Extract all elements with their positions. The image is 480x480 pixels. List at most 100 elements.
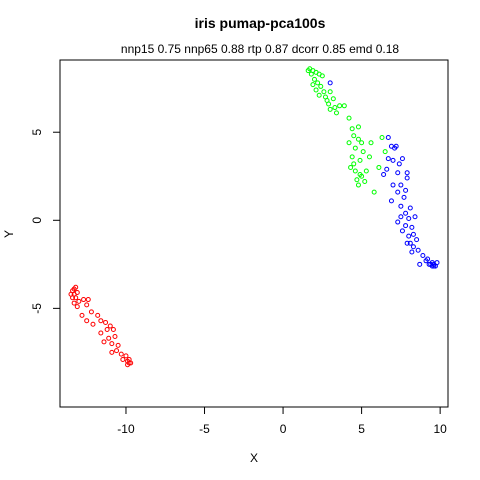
data-point — [114, 348, 120, 354]
data-point — [359, 140, 365, 146]
data-point — [404, 240, 410, 246]
data-point — [406, 233, 412, 239]
data-point — [409, 224, 415, 230]
chart-title: iris pumap-pca100s — [195, 15, 326, 31]
data-point — [425, 256, 431, 262]
data-point — [109, 349, 115, 355]
data-point — [371, 189, 377, 195]
data-point — [384, 166, 390, 172]
data-point — [326, 101, 332, 107]
data-point — [417, 261, 423, 267]
data-point — [337, 103, 343, 109]
x-tick-label: -10 — [117, 422, 135, 436]
data-point — [379, 135, 385, 141]
data-point — [404, 175, 410, 181]
y-tick-label: -5 — [30, 303, 44, 314]
data-point — [101, 339, 107, 345]
data-point — [107, 323, 113, 329]
chart-subtitle: nnp15 0.75 nnp65 0.88 rtp 0.87 dcorr 0.8… — [121, 42, 400, 56]
data-point — [395, 219, 401, 225]
data-point — [123, 353, 129, 359]
data-point — [346, 140, 352, 146]
series-3 — [327, 80, 440, 269]
data-point — [399, 228, 405, 234]
data-point — [81, 297, 87, 303]
data-point — [398, 182, 404, 188]
data-point — [110, 326, 116, 332]
data-point — [120, 356, 126, 362]
data-point — [351, 161, 357, 167]
data-point — [109, 341, 115, 347]
data-point — [388, 143, 394, 149]
data-point — [330, 96, 336, 102]
data-point — [313, 87, 319, 93]
data-point — [355, 136, 361, 142]
data-point — [412, 214, 418, 220]
data-point — [126, 356, 132, 362]
x-axis: -10 -5 0 5 10 — [117, 407, 447, 436]
data-point — [327, 80, 333, 86]
data-point — [396, 161, 402, 167]
data-point — [73, 284, 79, 290]
data-point — [321, 89, 327, 95]
data-point — [327, 89, 333, 95]
series-2 — [305, 66, 388, 195]
data-point — [376, 164, 382, 170]
data-point — [311, 76, 317, 82]
data-point — [360, 149, 366, 155]
x-tick-label: 10 — [433, 422, 447, 436]
y-tick-label: 0 — [30, 217, 44, 224]
data-point — [112, 334, 118, 340]
data-point — [390, 182, 396, 188]
series-1 — [68, 284, 134, 368]
data-point — [395, 189, 401, 195]
data-point — [73, 295, 79, 301]
data-point — [390, 157, 396, 163]
data-point — [84, 318, 90, 324]
data-point — [399, 156, 405, 162]
data-point — [409, 249, 415, 255]
data-point — [381, 171, 387, 177]
data-point — [403, 187, 409, 193]
data-point — [407, 205, 413, 211]
x-tick-label: 0 — [280, 422, 287, 436]
data-point — [98, 330, 104, 336]
data-point — [319, 73, 325, 79]
data-point — [359, 173, 365, 179]
data-point — [90, 321, 96, 327]
data-point — [348, 164, 354, 170]
data-point — [349, 126, 355, 132]
data-point — [79, 312, 85, 318]
data-point — [407, 240, 413, 246]
data-point — [98, 318, 104, 324]
y-tick-label: 5 — [30, 129, 44, 136]
data-point — [308, 71, 314, 77]
data-point — [354, 177, 360, 183]
data-point — [398, 203, 404, 209]
data-point — [355, 124, 361, 130]
data-point — [404, 170, 410, 176]
data-point — [333, 110, 339, 116]
data-point — [357, 157, 363, 163]
data-point — [406, 216, 412, 222]
data-point — [349, 154, 355, 160]
data-point — [410, 244, 416, 250]
data-point — [398, 214, 404, 220]
x-tick-label: -5 — [199, 422, 210, 436]
data-point — [363, 168, 369, 174]
x-tick-label: 5 — [358, 422, 365, 436]
data-point — [352, 145, 358, 151]
data-point — [341, 103, 347, 109]
data-point — [70, 295, 76, 301]
data-point — [118, 351, 124, 357]
data-point — [368, 140, 374, 146]
data-point — [382, 149, 388, 155]
data-point — [103, 319, 109, 325]
data-point — [429, 260, 435, 266]
data-point — [74, 304, 80, 310]
data-point — [393, 143, 399, 149]
data-point — [346, 115, 352, 121]
data-point — [362, 179, 368, 185]
data-point — [310, 82, 316, 88]
